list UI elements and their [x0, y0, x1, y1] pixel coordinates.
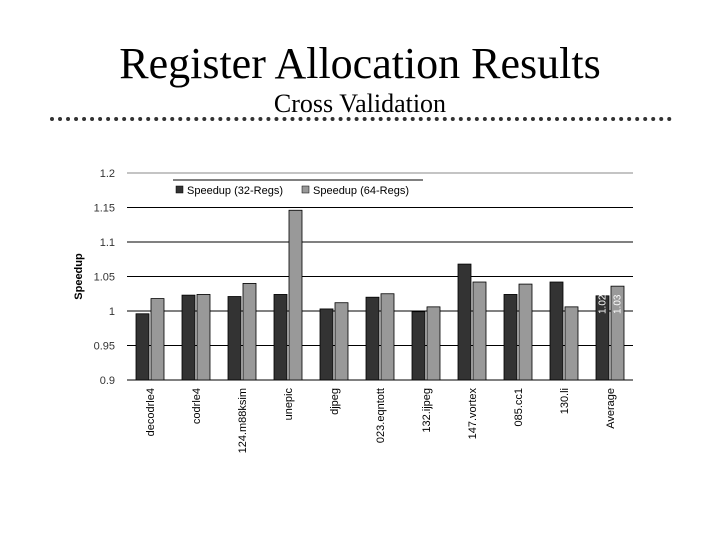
bar-64-regs	[288, 209, 303, 381]
bar-32-regs	[411, 311, 426, 381]
data-label: 1.02	[598, 294, 609, 314]
x-tick-label: 147.vortex	[467, 388, 479, 440]
bar-64-regs	[150, 298, 165, 381]
y-tick-label: 1.05	[94, 272, 115, 284]
bar-32-regs	[457, 263, 472, 381]
y-tick-label: 0.95	[94, 341, 115, 353]
data-label: 1.03	[613, 294, 624, 314]
bar-32-regs	[549, 281, 564, 381]
y-tick-label: 1	[109, 306, 115, 318]
bar-32-regs	[319, 308, 334, 381]
bar-32-regs	[181, 294, 196, 381]
x-tick-label: 130.li	[559, 388, 571, 414]
legend-swatch	[301, 185, 310, 194]
bar-32-regs	[365, 296, 380, 381]
y-tick-label: 1.2	[100, 168, 115, 180]
x-tick-label: decodrle4	[145, 388, 157, 436]
slide-title: Register Allocation Results	[119, 39, 601, 88]
y-tick-label: 1.15	[94, 203, 115, 215]
bar-64-regs	[380, 293, 395, 381]
y-axis-label: Speedup	[73, 253, 85, 300]
slide-subtitle: Cross Validation	[273, 89, 447, 118]
x-tick-label: 124.m88ksim	[237, 388, 249, 453]
x-tick-label: unepic	[283, 388, 295, 421]
bar-64-regs	[334, 302, 349, 381]
bar-32-regs	[595, 295, 610, 381]
bar-64-regs	[242, 282, 257, 381]
bar-64-regs	[610, 285, 625, 381]
bar-64-regs	[564, 306, 579, 381]
title-divider	[50, 117, 672, 121]
x-tick-label: djpeg	[329, 388, 341, 415]
bar-32-regs	[503, 294, 518, 381]
x-tick-label: 023.eqntott	[375, 388, 387, 443]
bar-64-regs	[426, 306, 441, 381]
bar-32-regs	[273, 294, 288, 381]
x-tick-label: codrle4	[191, 388, 203, 424]
bar-64-regs	[196, 294, 211, 381]
x-tick-label: Average	[605, 388, 617, 429]
bar-32-regs	[135, 313, 150, 381]
bar-64-regs	[518, 283, 533, 381]
x-tick-label: 132.ijpeg	[421, 388, 433, 433]
y-tick-label: 0.9	[100, 375, 115, 387]
bar-64-regs	[472, 281, 487, 381]
legend-swatch	[175, 185, 184, 194]
y-tick-label: 1.1	[100, 237, 115, 249]
legend-label: Speedup (32-Regs)	[187, 185, 283, 197]
bar-32-regs	[227, 296, 242, 381]
x-tick-label: 085.cc1	[513, 388, 525, 427]
legend-label: Speedup (64-Regs)	[313, 185, 409, 197]
